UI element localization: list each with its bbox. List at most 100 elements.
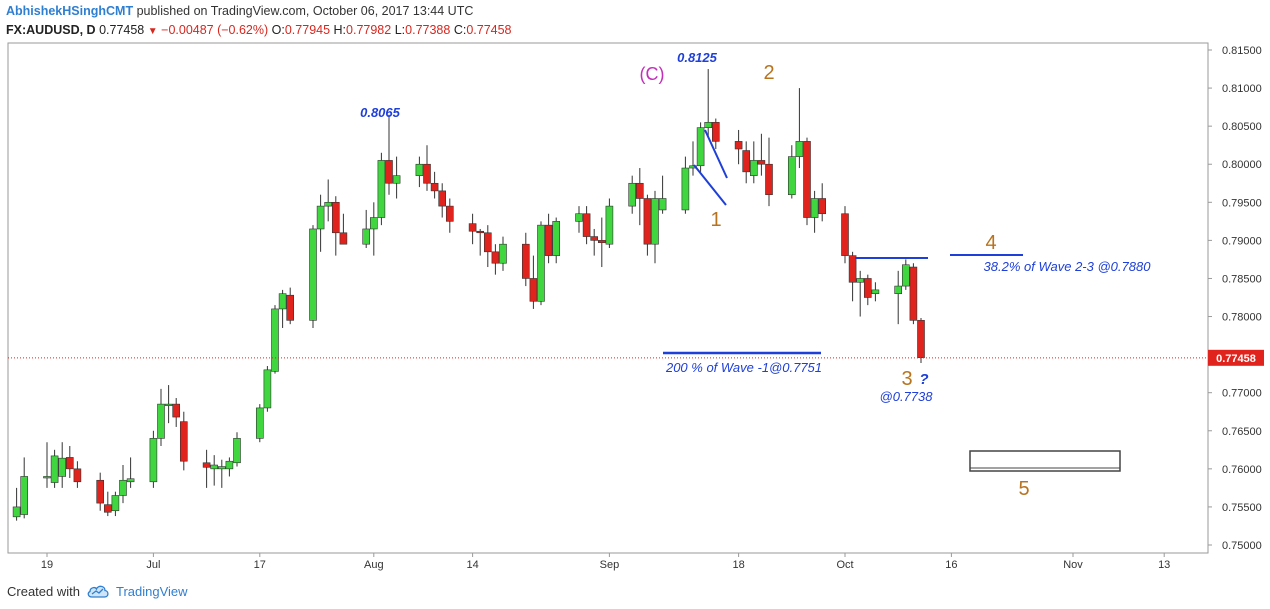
- candle[interactable]: [218, 459, 226, 488]
- candle[interactable]: [111, 491, 120, 517]
- candle[interactable]: [309, 225, 317, 328]
- candle[interactable]: [757, 133, 766, 176]
- candle-body: [324, 202, 333, 207]
- candle[interactable]: [278, 289, 287, 328]
- candle[interactable]: [415, 156, 424, 188]
- candle[interactable]: [818, 183, 827, 222]
- candle[interactable]: [787, 145, 796, 199]
- candle[interactable]: [392, 156, 401, 199]
- candle[interactable]: [605, 198, 614, 249]
- candle[interactable]: [909, 263, 918, 325]
- candle[interactable]: [339, 213, 348, 245]
- candle[interactable]: [499, 236, 507, 271]
- candle[interactable]: [210, 455, 218, 486]
- candle[interactable]: [58, 442, 67, 488]
- candle[interactable]: [377, 152, 386, 226]
- candle[interactable]: [430, 171, 439, 199]
- candle[interactable]: [681, 156, 690, 214]
- candle[interactable]: [491, 244, 500, 275]
- candle[interactable]: [590, 228, 599, 256]
- candle[interactable]: [552, 217, 561, 264]
- candle[interactable]: [202, 449, 211, 488]
- candle[interactable]: [331, 196, 340, 256]
- candle[interactable]: [651, 190, 659, 264]
- candle[interactable]: [803, 137, 811, 226]
- candle[interactable]: [483, 225, 492, 268]
- candle[interactable]: [711, 118, 720, 149]
- candle[interactable]: [841, 206, 849, 264]
- high-label: H:: [333, 23, 347, 37]
- candle-body: [104, 504, 112, 513]
- candle[interactable]: [529, 255, 538, 309]
- candle[interactable]: [104, 491, 112, 517]
- candle[interactable]: [149, 430, 158, 488]
- candle[interactable]: [233, 432, 241, 467]
- candle[interactable]: [423, 145, 431, 191]
- tradingview-link[interactable]: TradingView: [115, 583, 188, 599]
- candle[interactable]: [575, 206, 583, 233]
- y-tick-label: 0.78500: [1222, 273, 1262, 285]
- candle[interactable]: [635, 168, 644, 226]
- author-link[interactable]: AbhishekHSinghCMT: [6, 4, 134, 18]
- candle[interactable]: [119, 465, 127, 504]
- wave5-target-box[interactable]: [969, 450, 1121, 472]
- candle[interactable]: [369, 202, 378, 256]
- candle[interactable]: [438, 183, 447, 218]
- candle[interactable]: [696, 122, 705, 172]
- candle[interactable]: [863, 274, 872, 306]
- candle[interactable]: [225, 457, 234, 477]
- candle[interactable]: [172, 398, 180, 427]
- candle[interactable]: [749, 141, 758, 184]
- candle[interactable]: [521, 232, 530, 287]
- candle[interactable]: [286, 287, 295, 325]
- candle[interactable]: [96, 472, 104, 511]
- candle-body: [787, 156, 796, 195]
- candle[interactable]: [582, 206, 591, 245]
- candle[interactable]: [894, 270, 903, 325]
- candle[interactable]: [255, 404, 264, 443]
- candle[interactable]: [734, 129, 743, 165]
- candle[interactable]: [597, 217, 606, 268]
- wave2-label: 2: [763, 62, 774, 84]
- candle[interactable]: [157, 388, 165, 446]
- candle[interactable]: [871, 282, 880, 302]
- candle[interactable]: [742, 141, 751, 184]
- candle[interactable]: [263, 366, 272, 412]
- candle[interactable]: [20, 457, 29, 519]
- candle[interactable]: [643, 194, 652, 256]
- candle[interactable]: [271, 305, 279, 374]
- candle[interactable]: [468, 213, 477, 245]
- candle[interactable]: [164, 385, 173, 424]
- wave1-trendline-b[interactable]: [704, 129, 728, 179]
- candle[interactable]: [126, 457, 135, 488]
- candle[interactable]: [12, 487, 21, 521]
- candle[interactable]: [445, 198, 454, 233]
- candle[interactable]: [901, 259, 910, 290]
- candle[interactable]: [917, 318, 925, 363]
- candle[interactable]: [385, 114, 393, 195]
- candle[interactable]: [704, 69, 713, 138]
- candle[interactable]: [316, 194, 325, 252]
- candle[interactable]: [537, 221, 545, 306]
- candle[interactable]: [362, 209, 371, 248]
- candle[interactable]: [658, 175, 667, 214]
- wave1-trendline-a[interactable]: [693, 164, 727, 206]
- candle[interactable]: [856, 270, 865, 317]
- candle[interactable]: [180, 411, 188, 471]
- candle[interactable]: [43, 442, 51, 488]
- candle[interactable]: [50, 449, 59, 488]
- candle[interactable]: [795, 88, 804, 169]
- y-tick-label: 0.79000: [1222, 235, 1262, 247]
- candle[interactable]: [810, 190, 819, 233]
- candle[interactable]: [765, 137, 773, 207]
- candle[interactable]: [544, 213, 553, 264]
- candle[interactable]: [324, 179, 333, 222]
- candle[interactable]: [476, 228, 485, 256]
- candle[interactable]: [848, 251, 857, 302]
- candle[interactable]: [628, 175, 637, 214]
- candle[interactable]: [66, 446, 74, 478]
- y-tick-label: 0.76000: [1222, 464, 1262, 476]
- candle[interactable]: [73, 461, 82, 488]
- candle-body: [681, 167, 690, 211]
